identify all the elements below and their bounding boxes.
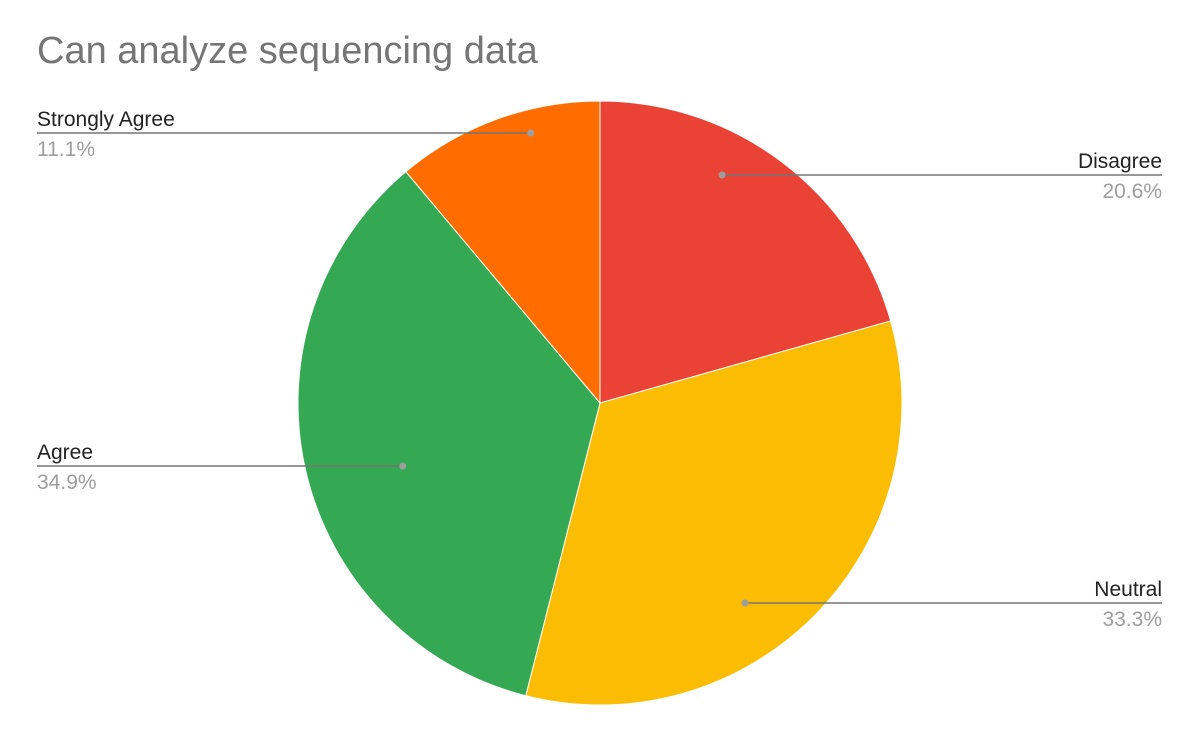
- leader-dot-agree: [399, 462, 407, 470]
- pie-slice-disagree: [599, 100, 892, 404]
- leader-dot-strongly-agree: [527, 129, 535, 137]
- leader-dot-neutral: [741, 599, 749, 607]
- leader-dot-disagree: [718, 171, 726, 179]
- pie-labels: Disagree 20.6% Neutral 33.3% Agree 34.9% Stron…: [37, 108, 1162, 631]
- slice-percent-neutral: 33.3%: [1102, 608, 1162, 631]
- pie-slice-neutral: [525, 320, 903, 706]
- slice-percent-agree: 34.9%: [37, 471, 97, 494]
- slice-label-agree: Agree: [37, 441, 93, 464]
- slice-label-neutral: Neutral: [1094, 578, 1162, 601]
- chart-title: Can analyze sequencing data: [37, 30, 538, 72]
- slice-percent-disagree: 20.6%: [1102, 180, 1162, 203]
- pie-slice-strongly-agree: [405, 100, 601, 405]
- pie-slice-agree: [297, 170, 601, 697]
- slice-percent-strongly-agree: 11.1%: [37, 138, 95, 161]
- slice-label-strongly-agree: Strongly Agree: [37, 108, 175, 131]
- pie-slices: [297, 100, 903, 706]
- slice-label-disagree: Disagree: [1078, 150, 1162, 173]
